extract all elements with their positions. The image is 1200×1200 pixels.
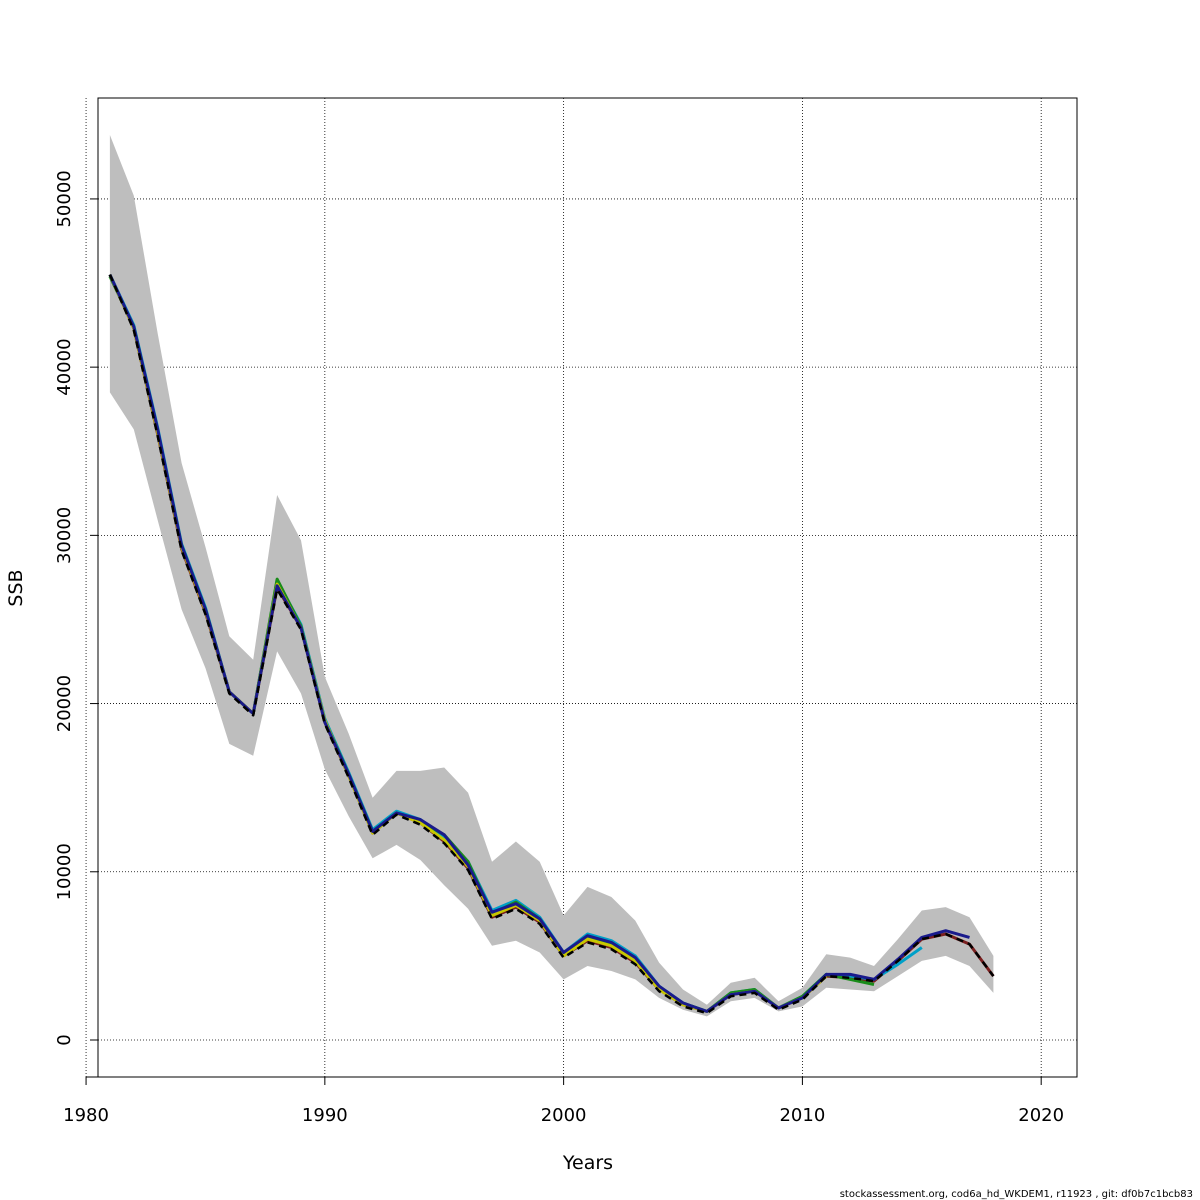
footer-credit: stockassessment.org, cod6a_hd_WKDEM1, r1… bbox=[840, 1189, 1193, 1200]
y-tick-label-50000: 50000 bbox=[54, 170, 75, 227]
y-tick-label-0: 0 bbox=[54, 1034, 75, 1045]
y-tick-label-10000: 10000 bbox=[54, 843, 75, 900]
x-tick-label-2010: 2010 bbox=[779, 1105, 825, 1126]
y-tick-label-30000: 30000 bbox=[54, 507, 75, 564]
x-tick-label-2020: 2020 bbox=[1018, 1105, 1064, 1126]
series-line-reference bbox=[108, 274, 995, 1015]
confidence-band-layer bbox=[109, 135, 994, 1017]
y-axis-title: SSB bbox=[5, 569, 27, 606]
x-axis-title: Years bbox=[562, 1152, 613, 1174]
y-axis: 0 10000 20000 30000 40000 50000 bbox=[54, 170, 99, 1046]
y-tick-label-40000: 40000 bbox=[54, 338, 75, 395]
x-axis: 1980 1990 2000 2010 2020 bbox=[63, 1076, 1064, 1126]
series-layer bbox=[108, 273, 995, 1015]
grid-lines bbox=[85, 98, 1077, 1077]
confidence-band bbox=[109, 135, 994, 1017]
x-tick-label-1990: 1990 bbox=[302, 1105, 348, 1126]
x-tick-label-2000: 2000 bbox=[541, 1105, 587, 1126]
x-tick-label-1980: 1980 bbox=[63, 1105, 109, 1126]
y-tick-label-20000: 20000 bbox=[54, 675, 75, 732]
